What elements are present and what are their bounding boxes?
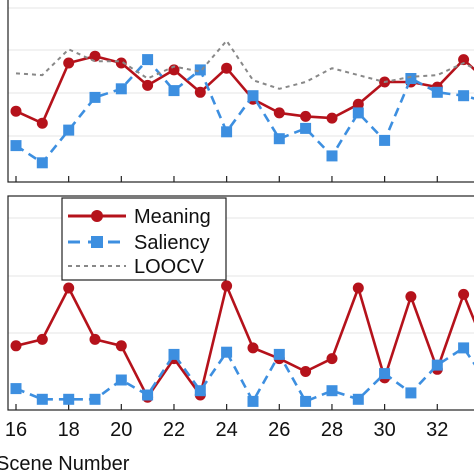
top-panel-series [10, 39, 474, 169]
bottom-point-meaning-25 [247, 342, 259, 354]
bottom-point-saliency-17 [36, 393, 48, 405]
x-axis-title: Scene Number [0, 453, 130, 474]
legend-label-loocv: LOOCV [134, 256, 205, 278]
bottom-point-meaning-24 [221, 280, 233, 292]
bottom-point-meaning-19 [89, 333, 101, 345]
x-tick-label-26: 26 [268, 419, 290, 441]
x-tick-label-22: 22 [163, 419, 185, 441]
x-tick-label-18: 18 [58, 419, 80, 441]
bottom-point-meaning-29 [352, 282, 364, 294]
top-series-line-loocv [15, 39, 474, 90]
bottom-point-saliency-21 [142, 389, 154, 401]
legend-label-meaning: Meaning [134, 206, 211, 228]
top-panel-frame [7, 0, 474, 183]
bottom-point-saliency-23 [194, 385, 206, 397]
top-point-saliency-24 [221, 126, 233, 138]
bottom-point-meaning-17 [36, 333, 48, 345]
bottom-point-saliency-27 [300, 395, 312, 407]
x-tick-label-28: 28 [321, 419, 343, 441]
legend-entry-saliency: Saliency [68, 232, 210, 254]
bottom-panel-series [10, 280, 474, 407]
top-point-saliency-25 [247, 90, 259, 102]
bottom-point-meaning-18 [63, 282, 75, 294]
top-point-saliency-16 [10, 140, 22, 152]
top-point-meaning-24 [221, 62, 233, 74]
top-point-meaning-26 [273, 107, 285, 119]
bottom-point-saliency-25 [247, 395, 259, 407]
top-point-saliency-32 [431, 86, 443, 98]
bottom-point-meaning-20 [115, 340, 127, 352]
top-point-meaning-27 [300, 110, 312, 122]
legend-label-saliency: Saliency [134, 232, 210, 254]
legend-marker-meaning [91, 210, 103, 222]
top-panel [7, 0, 474, 183]
bottom-point-saliency-32 [431, 359, 443, 371]
top-point-meaning-16 [10, 105, 22, 117]
x-tick-label-16: 16 [5, 419, 27, 441]
bottom-point-saliency-24 [221, 346, 233, 358]
bottom-point-saliency-16 [10, 383, 22, 395]
bottom-panel-x-tick-labels: 16182022242628303234 [5, 419, 449, 441]
top-series-line-saliency [15, 58, 474, 165]
top-point-saliency-31 [405, 73, 417, 84]
top-series-line-meaning [15, 54, 474, 125]
x-tick-label-30: 30 [373, 419, 395, 441]
bottom-point-meaning-16 [10, 340, 22, 352]
top-point-meaning-23 [194, 86, 206, 98]
legend-marker-saliency [91, 236, 103, 248]
bottom-point-saliency-29 [352, 393, 364, 405]
bottom-point-saliency-18 [63, 393, 75, 405]
top-point-meaning-28 [326, 112, 338, 124]
x-tick-label-32: 32 [426, 419, 448, 441]
bottom-point-saliency-33 [458, 342, 470, 354]
top-point-meaning-29 [352, 98, 364, 110]
top-point-saliency-20 [115, 83, 127, 95]
top-point-saliency-28 [326, 150, 338, 162]
legend-entry-meaning: Meaning [68, 206, 211, 228]
top-point-meaning-33 [458, 54, 470, 66]
x-tick-label-24: 24 [215, 419, 237, 441]
bottom-series-line-meaning [15, 284, 474, 399]
top-panel-x-ticks [15, 176, 438, 182]
top-point-meaning-20 [115, 57, 127, 69]
x-tick-label-20: 20 [110, 419, 132, 441]
bottom-panel-x-ticks [15, 404, 438, 410]
top-point-saliency-29 [352, 107, 364, 119]
bottom-point-meaning-33 [458, 288, 470, 300]
bottom-point-meaning-27 [300, 366, 312, 377]
top-point-meaning-21 [142, 79, 154, 91]
bottom-point-saliency-20 [115, 374, 127, 386]
bottom-point-meaning-28 [326, 353, 338, 365]
top-point-saliency-27 [300, 122, 312, 134]
legend-entry-loocv: LOOCV [68, 256, 205, 278]
top-point-saliency-26 [273, 133, 285, 145]
top-point-meaning-18 [63, 57, 75, 69]
top-point-saliency-33 [458, 90, 470, 102]
bottom-point-saliency-28 [326, 385, 338, 397]
top-point-saliency-23 [194, 64, 206, 76]
top-point-saliency-18 [63, 124, 75, 136]
bottom-point-saliency-30 [379, 368, 391, 380]
bottom-point-saliency-19 [89, 393, 101, 405]
bottom-point-saliency-26 [273, 348, 285, 360]
legend: Meaning Saliency LOOCV [61, 197, 227, 281]
top-point-saliency-30 [379, 134, 391, 146]
legend-box [61, 197, 227, 281]
bottom-series-line-saliency [15, 346, 474, 403]
top-point-saliency-17 [36, 157, 48, 169]
bottom-point-meaning-31 [405, 291, 417, 303]
bottom-panel-frame [7, 195, 474, 411]
top-point-meaning-17 [36, 117, 48, 129]
bottom-point-saliency-31 [405, 387, 417, 399]
top-point-saliency-21 [142, 54, 154, 66]
top-point-saliency-22 [168, 85, 180, 97]
top-panel-gridlines [8, 7, 474, 137]
bottom-point-saliency-22 [168, 348, 180, 360]
top-point-saliency-19 [89, 91, 101, 103]
